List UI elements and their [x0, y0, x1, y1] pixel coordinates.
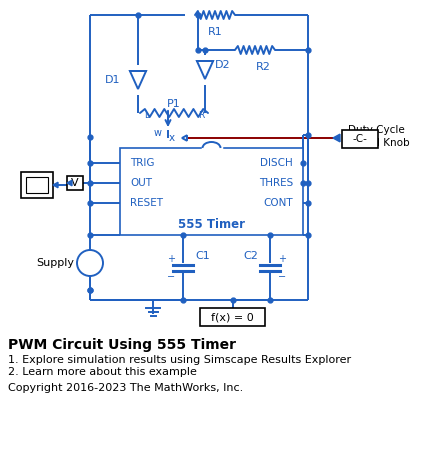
Text: D1: D1 — [105, 75, 120, 85]
Polygon shape — [67, 180, 72, 186]
Text: C1: C1 — [195, 251, 210, 261]
Text: +: + — [278, 254, 286, 264]
Text: P1: P1 — [167, 99, 181, 109]
Bar — [67, 176, 83, 190]
Text: Copyright 2016-2023 The MathWorks, Inc.: Copyright 2016-2023 The MathWorks, Inc. — [8, 383, 243, 393]
Text: OUT: OUT — [130, 178, 152, 188]
Text: f(x) = 0: f(x) = 0 — [211, 312, 254, 322]
Text: RESET: RESET — [130, 198, 163, 208]
Polygon shape — [53, 182, 58, 188]
Text: R: R — [198, 111, 204, 120]
Circle shape — [77, 250, 103, 276]
Text: R1: R1 — [208, 27, 222, 37]
Bar — [342, 130, 378, 148]
Text: PWM Circuit Using 555 Timer: PWM Circuit Using 555 Timer — [8, 338, 236, 352]
Text: +: + — [167, 254, 175, 264]
Text: Supply: Supply — [36, 258, 74, 268]
Text: V: V — [71, 178, 79, 188]
Text: TRIG: TRIG — [130, 158, 155, 168]
Text: 555 Timer: 555 Timer — [178, 218, 245, 231]
Text: -C-: -C- — [353, 134, 368, 144]
Text: THRES: THRES — [259, 178, 293, 188]
Text: CONT: CONT — [264, 198, 293, 208]
Text: −: − — [278, 272, 286, 282]
Bar — [26, 177, 48, 193]
Text: C2: C2 — [243, 251, 258, 261]
Bar — [120, 148, 303, 235]
Text: w: w — [154, 128, 162, 138]
Polygon shape — [333, 134, 340, 142]
Text: x: x — [169, 133, 175, 143]
Polygon shape — [182, 135, 187, 141]
Text: R2: R2 — [256, 62, 270, 72]
Polygon shape — [130, 71, 146, 89]
Bar — [200, 308, 265, 326]
Text: DISCH: DISCH — [260, 158, 293, 168]
Text: 1. Explore simulation results using Simscape Results Explorer: 1. Explore simulation results using Sims… — [8, 355, 351, 365]
Text: 2. Learn more about this example: 2. Learn more about this example — [8, 367, 197, 377]
Bar — [21, 172, 53, 198]
Text: Duty Cycle
Control Knob: Duty Cycle Control Knob — [342, 125, 410, 148]
Polygon shape — [197, 61, 213, 79]
Text: L: L — [144, 111, 149, 120]
Text: −: − — [167, 272, 175, 282]
Text: D2: D2 — [215, 60, 231, 70]
